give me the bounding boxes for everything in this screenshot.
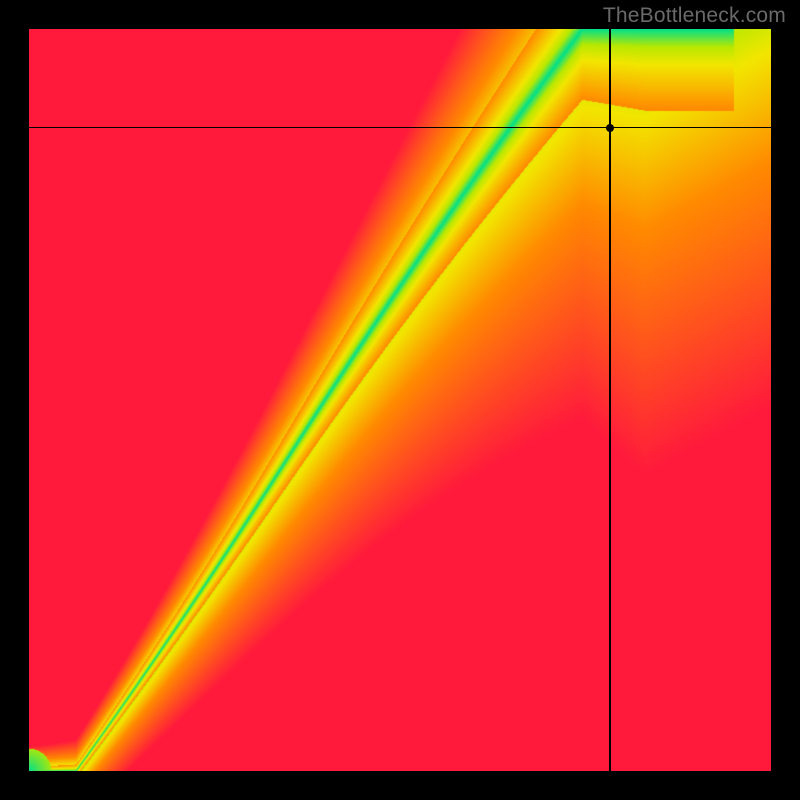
watermark-text: TheBottleneck.com xyxy=(603,4,786,28)
crosshair-vertical xyxy=(609,29,610,771)
crosshair-horizontal xyxy=(29,127,771,128)
chart-container: TheBottleneck.com xyxy=(0,0,800,800)
plot-area xyxy=(29,29,771,771)
heatmap-canvas xyxy=(29,29,771,771)
crosshair-marker xyxy=(606,124,614,132)
